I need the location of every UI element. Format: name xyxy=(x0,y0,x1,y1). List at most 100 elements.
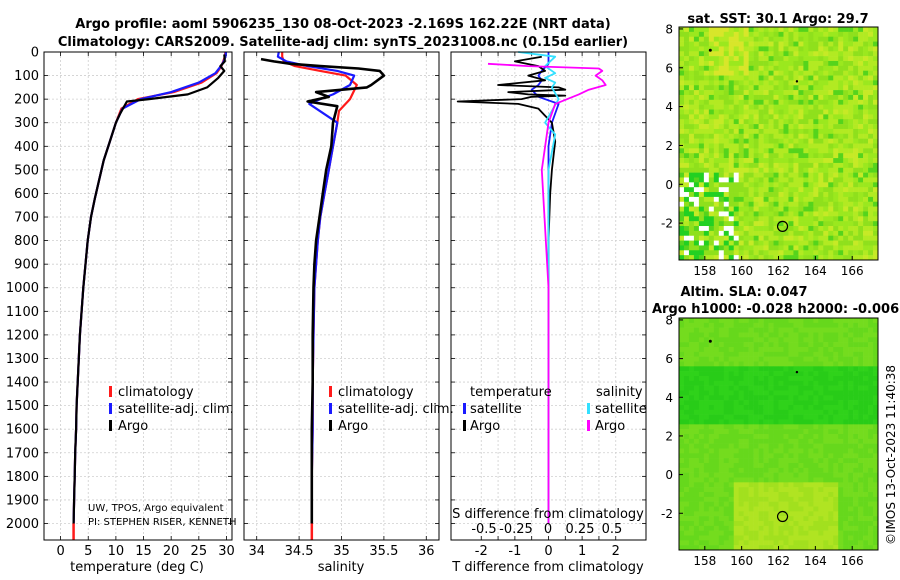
map-cell xyxy=(718,540,725,546)
legend-clim-swatch xyxy=(109,386,112,397)
map-cell xyxy=(808,192,814,198)
map-cell xyxy=(743,153,749,159)
map-cell xyxy=(683,172,690,178)
map-cell xyxy=(853,327,859,333)
map-cell xyxy=(793,337,799,343)
map-cell xyxy=(778,75,784,81)
map-cell xyxy=(873,409,879,415)
map-cell xyxy=(679,94,685,101)
map-cell xyxy=(788,327,794,333)
map-cell xyxy=(683,235,690,241)
map-cell xyxy=(693,85,700,91)
map-cell xyxy=(848,221,854,227)
map-cell xyxy=(843,75,849,81)
map-cell xyxy=(698,419,705,425)
map-cell xyxy=(743,467,749,473)
map-cell xyxy=(828,167,834,173)
map-cell xyxy=(858,482,864,488)
map-cell xyxy=(723,104,730,110)
map-cell xyxy=(758,172,764,178)
map-cell xyxy=(783,332,789,338)
map-cell xyxy=(773,235,779,241)
map-cell xyxy=(773,482,779,488)
map-cell xyxy=(773,458,779,464)
map-cell xyxy=(679,467,685,473)
map-cell xyxy=(728,187,735,193)
map-cell xyxy=(688,124,695,130)
map-cell xyxy=(848,463,854,469)
map-cell xyxy=(798,322,804,328)
map-cell xyxy=(763,511,769,517)
map-cell xyxy=(803,535,809,541)
map-cell xyxy=(733,51,739,57)
map-cell xyxy=(733,245,739,251)
float-note-line2: PI: STEPHEN RISER, KENNETH xyxy=(88,517,236,528)
map-cell xyxy=(858,235,864,241)
map-cell xyxy=(808,424,814,430)
map-cell xyxy=(848,356,854,362)
map-cell xyxy=(728,211,735,217)
map-cell xyxy=(713,60,720,67)
map-cell xyxy=(858,453,864,459)
map-cell xyxy=(708,400,715,406)
map-cell xyxy=(693,153,700,159)
map-cell xyxy=(823,443,829,449)
map-cell xyxy=(773,27,779,33)
map-cell xyxy=(833,114,839,120)
map-cell xyxy=(858,124,864,130)
map-cell xyxy=(863,327,869,333)
map-cell xyxy=(873,240,879,246)
map-cell xyxy=(813,511,819,517)
map-cell xyxy=(698,90,705,96)
map-cell xyxy=(693,467,700,473)
map-cell xyxy=(733,182,739,188)
map-cell xyxy=(843,540,849,546)
map-cell xyxy=(858,347,864,353)
map-cell xyxy=(838,414,844,420)
map-cell xyxy=(728,94,735,101)
y-tick-label: 1300 xyxy=(6,352,39,367)
map-cell xyxy=(773,487,779,493)
map-cell xyxy=(763,109,769,115)
map-cell xyxy=(843,424,849,430)
map-cell xyxy=(798,65,804,71)
map-cell xyxy=(858,501,864,507)
map-cell xyxy=(773,414,779,420)
map-cell xyxy=(843,46,849,52)
map-cell xyxy=(708,211,715,217)
map-cell xyxy=(708,216,715,222)
map-cell xyxy=(808,472,814,478)
map-cell xyxy=(783,347,789,353)
map-cell xyxy=(728,99,735,105)
map-cell xyxy=(848,448,854,454)
map-cell xyxy=(753,414,759,420)
map-cell xyxy=(679,371,685,377)
map-cell xyxy=(703,356,710,362)
map-cell xyxy=(679,133,685,139)
map-cell xyxy=(783,143,789,149)
map-cell xyxy=(693,332,700,338)
map-cell xyxy=(733,114,739,120)
map-cell xyxy=(843,133,849,139)
map-cell xyxy=(753,65,759,71)
map-cell xyxy=(793,192,799,198)
map-cell xyxy=(788,211,794,217)
map-cell xyxy=(868,400,874,406)
map-cell xyxy=(853,409,859,415)
map-cell xyxy=(683,138,690,144)
map-cell xyxy=(763,419,769,425)
map-cell xyxy=(798,114,804,120)
map-cell xyxy=(768,356,774,362)
map-cell xyxy=(843,172,849,178)
map-cell xyxy=(793,516,799,522)
map-cell xyxy=(813,516,819,522)
map-cell xyxy=(823,65,829,71)
map-cell xyxy=(783,109,789,115)
map-cell xyxy=(778,371,784,377)
map-cell xyxy=(818,172,824,178)
map-cell xyxy=(688,390,695,396)
map-cell xyxy=(798,419,804,425)
map-cell xyxy=(873,31,879,37)
map-cell xyxy=(868,318,874,324)
map-cell xyxy=(748,80,754,86)
